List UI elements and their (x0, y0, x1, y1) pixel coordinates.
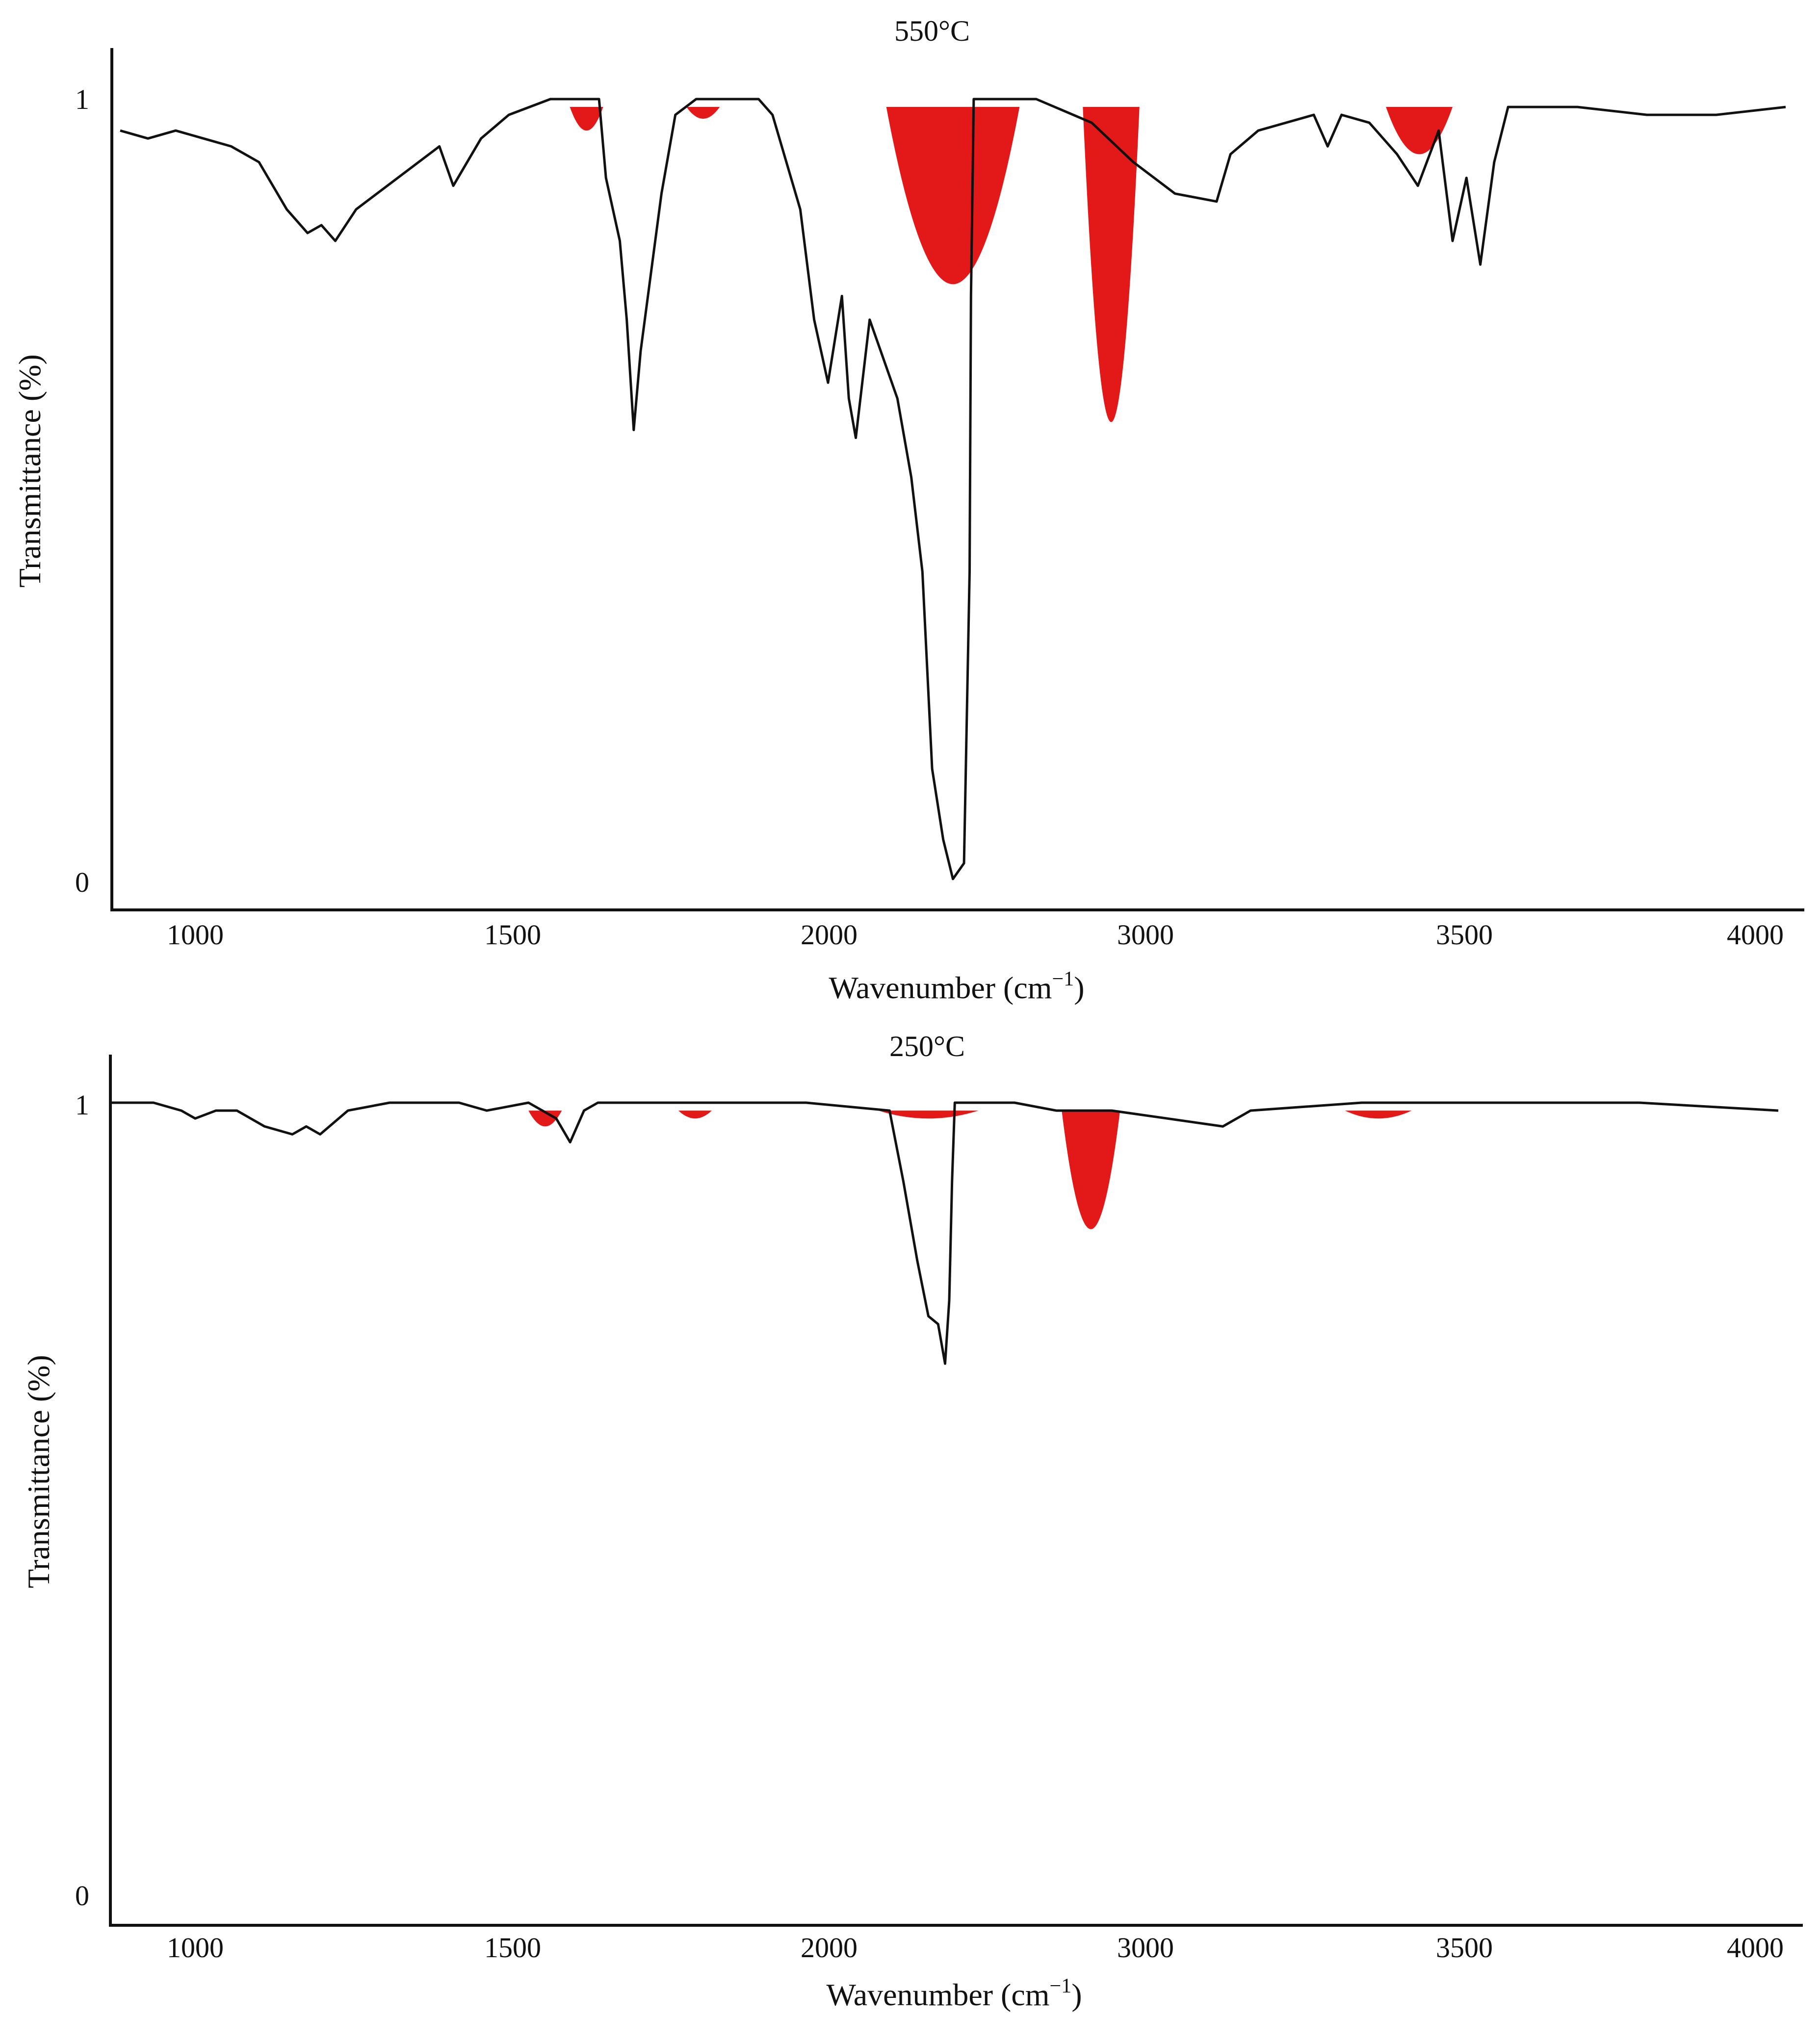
panel-550-xticks: 1000 1500 2000 3000 3500 4000 (167, 919, 1784, 951)
panel-250-ylabel: Transmittance (%) (21, 1355, 56, 1588)
panel-550-highlight-bands (570, 107, 1453, 422)
panel-250-xtick-4000: 4000 (1727, 1932, 1784, 1964)
panel-550-xtick-1500: 1500 (484, 919, 541, 951)
panel-250-spectrum-line (112, 1101, 1779, 1365)
panel-250-xtick-1500: 1500 (484, 1932, 541, 1964)
panel-250-xtick-3000: 3000 (1117, 1932, 1174, 1964)
panel-550-axes (110, 48, 1804, 911)
panel-550-xtick-3000: 3000 (1117, 919, 1174, 951)
panel-250-xticks: 1000 1500 2000 3000 3500 4000 (167, 1932, 1784, 1964)
panel-550-xtick-1000: 1000 (167, 919, 224, 951)
panel-250-xlabel-sup: −1 (1050, 1975, 1072, 1997)
highlight-band (686, 107, 720, 119)
highlight-band (1345, 1111, 1412, 1119)
highlight-band (1386, 107, 1453, 155)
panel-250-xlabel-main: Wavenumber (cm (826, 1977, 1049, 2012)
panel-250-highlight-bands (528, 1111, 1412, 1229)
panel-550-xlabel-main: Wavenumber (cm (829, 970, 1052, 1005)
panel-550-xtick-3500: 3500 (1436, 919, 1493, 951)
highlight-band (1062, 1111, 1120, 1229)
panel-250-xtick-3500: 3500 (1436, 1932, 1493, 1964)
panel-550-ytick-0: 0 (75, 866, 89, 898)
panel-550-spectrum-line (120, 98, 1786, 880)
panel-550-xlabel-sup: −1 (1052, 968, 1074, 990)
highlight-band (678, 1111, 712, 1119)
panel-250-xtick-2000: 2000 (801, 1932, 858, 1964)
panel-550-ylabel: Transmittance (%) (12, 354, 47, 588)
highlight-band (1083, 107, 1140, 422)
panel-550-xtick-2000: 2000 (801, 919, 858, 951)
highlight-band (878, 1111, 979, 1119)
panel-250-xtick-1000: 1000 (167, 1932, 224, 1964)
panel-550-xlabel: Wavenumber (cm−1) (829, 968, 1084, 1005)
panel-250-title: 250°C (889, 1030, 965, 1062)
panel-250: 250°C 1 0 Transmittance (%) 1000 1500 20… (21, 1030, 1803, 2012)
panel-250-xlabel-end: ) (1071, 1977, 1082, 2012)
panel-550-xlabel-end: ) (1074, 970, 1084, 1005)
panel-550-title: 550°C (894, 15, 970, 47)
panel-250-ytick-1: 1 (75, 1089, 89, 1121)
panel-250-xlabel: Wavenumber (cm−1) (826, 1975, 1082, 2012)
highlight-band (570, 107, 603, 131)
panel-550-xtick-4000: 4000 (1727, 919, 1784, 951)
panel-250-axes (109, 1055, 1803, 1927)
highlight-band (528, 1111, 562, 1127)
highlight-band (886, 107, 1020, 285)
panel-550-ytick-1: 1 (75, 83, 89, 115)
panel-550: 550°C 1 0 Transmittance (%) 1000 1500 20… (12, 15, 1804, 1005)
panel-250-ytick-0: 0 (75, 1880, 89, 1912)
